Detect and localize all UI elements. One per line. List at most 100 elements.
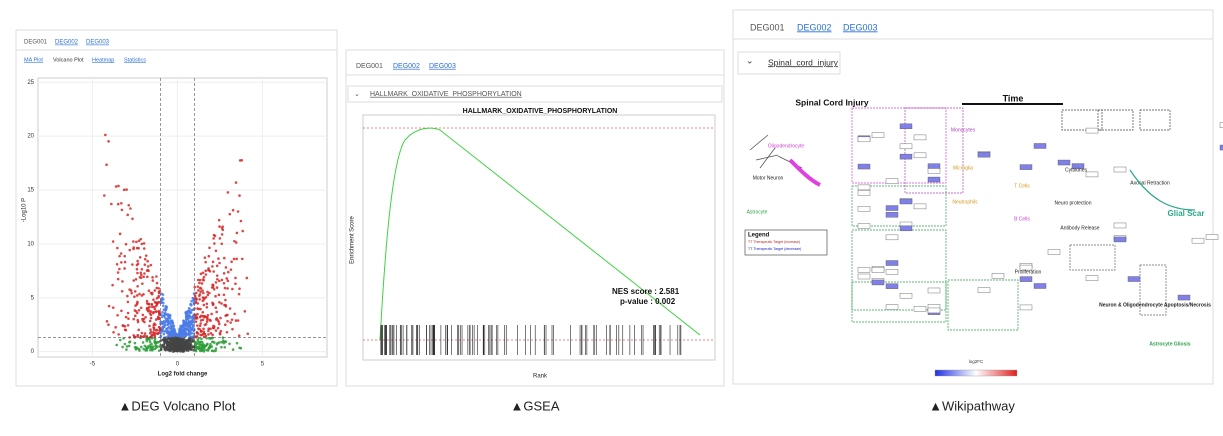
volcano-dot	[124, 242, 128, 246]
x-tick-label: 0	[176, 362, 180, 368]
volcano-dot	[116, 313, 119, 317]
volcano-dot	[169, 322, 172, 326]
gene-box	[885, 283, 899, 289]
volcano-dot	[157, 331, 161, 335]
subtab[interactable]: Statistics	[124, 57, 146, 63]
tab[interactable]: DEG003	[429, 63, 456, 70]
volcano-dot	[206, 290, 209, 294]
subtab[interactable]: Volcano Plot	[53, 57, 84, 63]
tab[interactable]: DEG001	[356, 63, 383, 70]
volcano-dot	[152, 328, 156, 331]
tab[interactable]: DEG002	[797, 22, 832, 32]
volcano-dot	[105, 163, 108, 167]
volcano-dot	[188, 343, 191, 346]
tab[interactable]: DEG003	[86, 40, 110, 46]
gene-box	[871, 267, 885, 273]
subtab[interactable]: Heatmap	[92, 57, 114, 63]
volcano-dot	[123, 328, 127, 331]
tab[interactable]: DEG002	[55, 40, 79, 46]
volcano-dot	[116, 271, 120, 274]
volcano-dot	[154, 304, 158, 308]
volcano-dot	[190, 327, 194, 330]
gene-box	[927, 163, 941, 169]
gene-box	[899, 143, 913, 150]
volcano-dot	[125, 348, 128, 351]
volcano-dot	[163, 312, 167, 316]
volcano-dot	[198, 294, 201, 298]
subtab[interactable]: MA Plot	[24, 57, 43, 63]
volcano-dot	[139, 271, 143, 275]
volcano-dot	[151, 347, 154, 351]
volcano-dot	[218, 261, 221, 265]
gene-box	[899, 123, 913, 130]
legend-title: Legend	[748, 233, 770, 239]
volcano-dot	[141, 313, 145, 317]
volcano-dot	[177, 340, 181, 344]
volcano-dot	[187, 320, 191, 323]
dropdown[interactable]	[737, 51, 841, 75]
volcano-dot	[204, 269, 208, 273]
volcano-dot	[143, 344, 147, 348]
volcano-dot	[226, 287, 229, 290]
volcano-dot	[201, 310, 205, 314]
pathway-box	[851, 185, 947, 227]
volcano-dot	[135, 346, 139, 350]
volcano-dot	[117, 333, 120, 336]
volcano-dot	[154, 341, 157, 345]
volcano-dot	[123, 325, 127, 328]
y-tick-label: 25	[27, 80, 34, 86]
pathway-label: Neuron & Oligodendrocyte Apoptosis/Necro…	[1099, 302, 1211, 308]
volcano-dot	[111, 283, 114, 287]
volcano-dot	[172, 327, 176, 330]
volcano-dot	[181, 339, 185, 343]
gene-box	[977, 151, 991, 158]
volcano-dot	[213, 234, 217, 238]
volcano-dot	[172, 324, 176, 328]
volcano-dot	[189, 311, 193, 314]
volcano-dot	[137, 328, 141, 332]
volcano-dot	[191, 314, 195, 317]
volcano-dot	[161, 327, 165, 331]
volcano-dot	[153, 289, 157, 292]
volcano-dot	[149, 330, 153, 334]
dropdown[interactable]	[347, 85, 723, 103]
tab[interactable]: DEG001	[750, 22, 785, 32]
volcano-dot	[154, 344, 157, 347]
volcano-dot	[188, 334, 191, 338]
volcano-dot	[153, 307, 157, 311]
volcano-dot	[185, 318, 188, 322]
volcano-dot	[153, 347, 157, 351]
gene-box	[1019, 264, 1033, 271]
tab[interactable]: DEG001	[24, 40, 48, 46]
volcano-dot	[185, 349, 188, 352]
volcano-dot	[152, 331, 156, 335]
volcano-dot	[135, 246, 139, 250]
y-axis-label: Enrichment Score	[350, 215, 356, 263]
volcano-dot	[191, 296, 195, 300]
volcano-dot	[200, 337, 203, 341]
tab[interactable]: DEG003	[843, 22, 878, 32]
volcano-dot	[215, 274, 219, 277]
volcano-dot	[158, 326, 162, 329]
volcano-dot	[165, 327, 168, 331]
pathway-label: Astrocyte Gliosis	[1149, 341, 1190, 347]
volcano-dot	[118, 338, 122, 342]
y-tick-label: 10	[27, 241, 34, 247]
volcano-dot	[151, 276, 154, 279]
es-curve	[379, 127, 701, 341]
volcano-dot	[222, 340, 225, 343]
volcano-dot	[202, 330, 206, 334]
volcano-dot	[199, 330, 203, 333]
volcano-dot	[128, 248, 132, 252]
volcano-dot	[173, 338, 177, 341]
volcano-dot	[111, 306, 115, 309]
volcano-dot	[156, 315, 160, 319]
volcano-dot	[118, 232, 122, 236]
volcano-dot	[212, 288, 216, 291]
volcano-dot	[202, 327, 205, 331]
tab[interactable]: DEG002	[393, 63, 420, 70]
volcano-dot	[149, 310, 153, 313]
x-tick-label: -5	[90, 362, 96, 368]
volcano-dot	[198, 281, 201, 285]
